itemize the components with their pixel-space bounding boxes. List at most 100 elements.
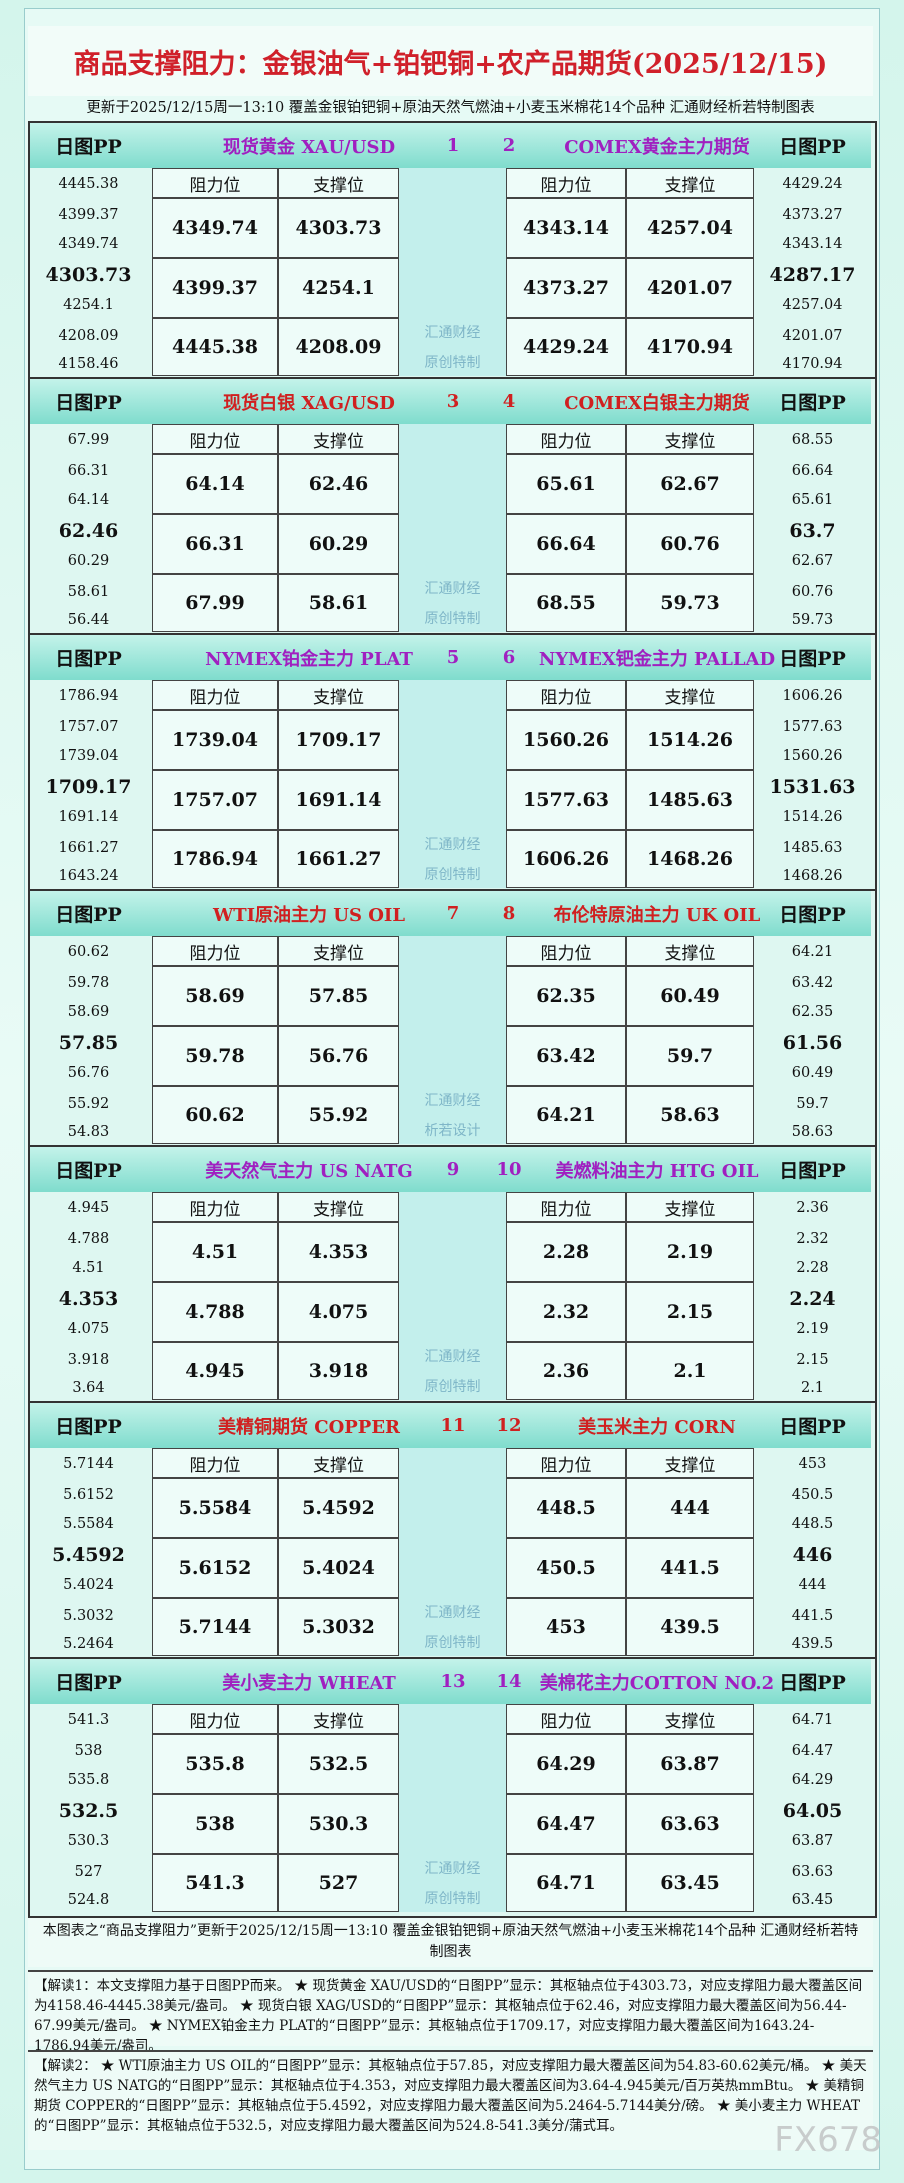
table-cell: 60.29 — [278, 514, 399, 574]
table-cell: 4343.14 — [506, 198, 626, 258]
pp-value: 3.918 — [67, 1352, 110, 1368]
pp-label: 日图PP — [779, 648, 846, 670]
pp-value: 5.7144 — [63, 1456, 114, 1472]
table-cell: 541.3 — [152, 1854, 278, 1912]
table-cell: 66.64 — [506, 514, 626, 574]
pp-value: 60.49 — [791, 1065, 834, 1081]
table-header: 支撑位 — [278, 168, 399, 198]
block-watermark: 汇通财经 — [424, 1861, 481, 1877]
table-cell: 448.5 — [506, 1478, 626, 1538]
pp-value: 61.56 — [782, 1032, 843, 1054]
table-cell: 1606.26 — [506, 830, 626, 888]
block-watermark: 汇通财经 — [424, 837, 481, 853]
pp-label: 日图PP — [55, 1160, 122, 1182]
block: 日图PP 美精铜期货 COPPER 11 5.7144 5.6152 5.5584 5.45… — [28, 1401, 877, 1662]
pp-value: 450.5 — [791, 1487, 834, 1503]
pp-label: 日图PP — [55, 1672, 122, 1694]
pp-label: 日图PP — [779, 136, 846, 158]
pp-value: 60.29 — [67, 553, 110, 569]
pp-label: 日图PP — [55, 1416, 122, 1438]
pp-value: 56.44 — [67, 612, 110, 628]
pp-value: 1757.07 — [58, 719, 119, 735]
pp-value: 5.2464 — [63, 1636, 114, 1652]
pp-label: 日图PP — [779, 1672, 846, 1694]
table-cell: 4445.38 — [152, 318, 278, 376]
footer: 本图表之“商品支撑阻力”更新于2025/12/15周一13:10 覆盖金银铂钯铜… — [28, 1917, 873, 1967]
table-cell: 60.62 — [152, 1086, 278, 1144]
pp-value: 62.35 — [791, 1004, 834, 1020]
table-cell: 4.945 — [152, 1342, 278, 1400]
instrument-name: 现货白银 XAG/USD — [223, 392, 395, 414]
table-cell: 5.4592 — [278, 1478, 399, 1538]
table-cell: 2.15 — [626, 1282, 754, 1342]
pp-value: 60.76 — [791, 584, 834, 600]
pp-value: 1485.63 — [782, 840, 843, 856]
table-header: 支撑位 — [278, 1704, 399, 1734]
table-cell: 538 — [152, 1794, 278, 1854]
table-cell: 3.918 — [278, 1342, 399, 1400]
pp-value: 64.29 — [791, 1772, 834, 1788]
pp-value: 63.63 — [791, 1864, 834, 1880]
pp-value: 444 — [798, 1577, 827, 1593]
instrument-name: NYMEX铂金主力 PLAT — [205, 648, 413, 670]
block-watermark: 汇通财经 — [424, 325, 481, 341]
table-cell: 4208.09 — [278, 318, 399, 376]
header-row — [30, 635, 871, 680]
instrument-number: 13 — [440, 1671, 466, 1692]
table-cell: 5.3032 — [278, 1598, 399, 1656]
pp-value: 4.51 — [72, 1260, 105, 1276]
header-row — [30, 379, 871, 424]
pp-value: 4.945 — [67, 1200, 110, 1216]
table-header: 支撑位 — [626, 1448, 754, 1478]
pp-value: 64.14 — [67, 492, 110, 508]
table-cell: 1691.14 — [278, 770, 399, 830]
pp-value: 1739.04 — [58, 748, 119, 764]
pp-value: 54.83 — [67, 1124, 110, 1140]
block-watermark: 汇通财经 — [424, 1349, 481, 1365]
middle-column — [399, 936, 506, 1144]
instrument-number: 2 — [502, 135, 516, 156]
table-cell: 2.19 — [626, 1222, 754, 1282]
table-header: 支撑位 — [626, 1192, 754, 1222]
block: 日图PP WTI原油主力 US OIL 7 60.62 59.78 58.69 57.85 5… — [28, 889, 877, 1150]
table-cell: 532.5 — [278, 1734, 399, 1794]
table-cell: 59.78 — [152, 1026, 278, 1086]
table-cell: 527 — [278, 1854, 399, 1912]
instrument-name: NYMEX钯金主力 PALLAD — [538, 648, 776, 670]
instrument-number: 9 — [446, 1159, 460, 1180]
pp-value: 63.42 — [791, 975, 834, 991]
block-watermark: 原创特制 — [424, 355, 481, 371]
pp-value: 541.3 — [67, 1712, 110, 1728]
pp-value: 1709.17 — [45, 776, 132, 798]
pp-value: 3.64 — [72, 1380, 105, 1396]
table-cell: 68.55 — [506, 574, 626, 632]
middle-column — [399, 424, 506, 632]
pp-value: 57.85 — [58, 1032, 119, 1054]
table-cell: 4.51 — [152, 1222, 278, 1282]
header-row — [30, 1403, 871, 1448]
subtitle: 更新于2025/12/15周一13:10 覆盖金银铂钯铜+原油天然气燃油+小麦玉… — [86, 100, 815, 116]
pp-value: 63.45 — [791, 1892, 834, 1908]
pp-value: 5.3032 — [63, 1608, 114, 1624]
block-watermark: 原创特制 — [424, 1891, 481, 1907]
note: 【解读2： ★ WTI原油主力 US OIL的“日图PP”显示：其枢轴点位于57… — [28, 2050, 873, 2150]
pp-value: 535.8 — [67, 1772, 110, 1788]
instrument-number: 8 — [502, 903, 516, 924]
table-header: 支撑位 — [626, 424, 754, 454]
table-cell: 58.63 — [626, 1086, 754, 1144]
table-cell: 450.5 — [506, 1538, 626, 1598]
pp-value: 56.76 — [67, 1065, 110, 1081]
table-header: 支撑位 — [278, 1192, 399, 1222]
pp-value: 2.28 — [796, 1260, 829, 1276]
table-header: 阻力位 — [152, 424, 278, 454]
table-header: 支撑位 — [278, 1448, 399, 1478]
table-cell: 63.87 — [626, 1734, 754, 1794]
pp-label: 日图PP — [55, 392, 122, 414]
table-cell: 62.35 — [506, 966, 626, 1026]
table-cell: 1786.94 — [152, 830, 278, 888]
table-cell: 453 — [506, 1598, 626, 1656]
pp-value: 448.5 — [791, 1516, 834, 1532]
table-cell: 59.7 — [626, 1026, 754, 1086]
table-cell: 64.14 — [152, 454, 278, 514]
pp-value: 64.21 — [791, 944, 834, 960]
